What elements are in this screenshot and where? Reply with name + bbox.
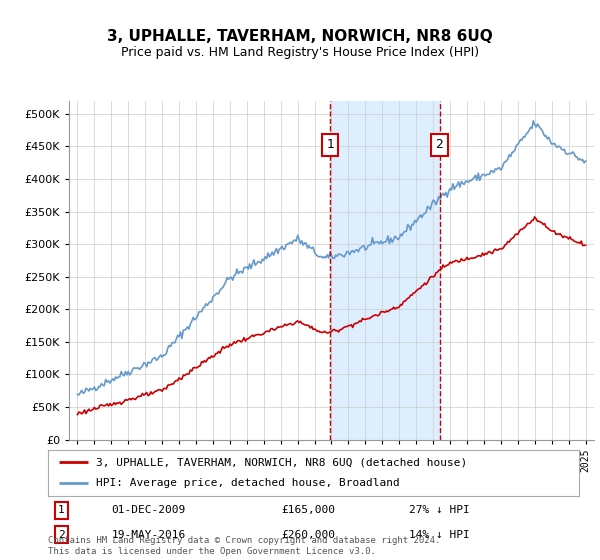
Text: £260,000: £260,000 [281,530,335,539]
Text: 1: 1 [58,505,65,515]
Text: HPI: Average price, detached house, Broadland: HPI: Average price, detached house, Broa… [96,478,400,488]
Text: 3, UPHALLE, TAVERHAM, NORWICH, NR8 6UQ (detached house): 3, UPHALLE, TAVERHAM, NORWICH, NR8 6UQ (… [96,457,467,467]
Text: 3, UPHALLE, TAVERHAM, NORWICH, NR8 6UQ: 3, UPHALLE, TAVERHAM, NORWICH, NR8 6UQ [107,29,493,44]
Text: 01-DEC-2009: 01-DEC-2009 [112,505,186,515]
Text: 2: 2 [58,530,65,539]
Text: Price paid vs. HM Land Registry's House Price Index (HPI): Price paid vs. HM Land Registry's House … [121,46,479,59]
Text: 1: 1 [326,138,334,151]
Text: 19-MAY-2016: 19-MAY-2016 [112,530,186,539]
Text: 14% ↓ HPI: 14% ↓ HPI [409,530,470,539]
Text: 27% ↓ HPI: 27% ↓ HPI [409,505,470,515]
Text: £165,000: £165,000 [281,505,335,515]
Bar [330,101,440,440]
Text: 2: 2 [436,138,443,151]
Text: Contains HM Land Registry data © Crown copyright and database right 2024.
This d: Contains HM Land Registry data © Crown c… [48,536,440,556]
